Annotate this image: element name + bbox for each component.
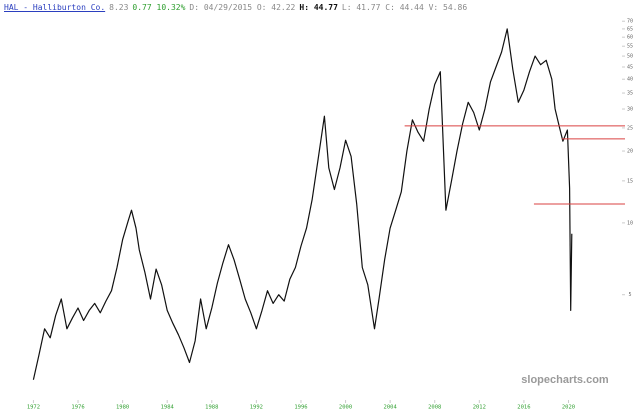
x-tick-label: 1976 bbox=[71, 405, 84, 411]
header: HAL - Halliburton Co. 8.23 0.77 10.32% D: 0… bbox=[4, 3, 471, 12]
y-tick-label: 35 bbox=[627, 91, 633, 97]
header-item[interactable]: HAL - Halliburton Co. bbox=[4, 3, 106, 12]
y-tick-label: 70 bbox=[627, 19, 633, 25]
y-tick-label: 25 bbox=[627, 125, 633, 131]
y-tick-label: 45 bbox=[627, 65, 633, 71]
x-tick-label: 2008 bbox=[428, 405, 441, 411]
x-tick-label: 2016 bbox=[517, 405, 530, 411]
x-tick-label: 1996 bbox=[294, 405, 307, 411]
header-item: L: 41.77 C: 44.44 V: 54.86 bbox=[341, 3, 468, 12]
x-tick-label: 1972 bbox=[27, 405, 40, 411]
header-item: D: 04/29/2015 O: 42.22 bbox=[189, 3, 296, 12]
y-tick-label: 20 bbox=[627, 149, 633, 155]
header-item: 8.23 bbox=[109, 3, 129, 12]
y-tick-label: 30 bbox=[627, 107, 633, 113]
y-tick-label: 40 bbox=[627, 77, 633, 83]
y-tick-label: 5 bbox=[628, 292, 631, 298]
y-tick-label: 65 bbox=[627, 26, 633, 32]
x-tick-label: 1988 bbox=[205, 405, 218, 411]
header-item: 0.77 10.32% bbox=[132, 3, 186, 12]
price-line bbox=[32, 28, 573, 380]
y-tick-label: 50 bbox=[627, 54, 633, 60]
y-tick-label: 10 bbox=[627, 220, 633, 226]
x-tick-label: 2020 bbox=[562, 405, 575, 411]
watermark: slopecharts.com bbox=[521, 374, 609, 386]
x-tick-label: 1984 bbox=[161, 405, 175, 411]
y-tick-label: 60 bbox=[627, 35, 633, 41]
y-tick-label: 15 bbox=[627, 178, 633, 184]
x-tick-label: 1992 bbox=[250, 405, 263, 411]
y-tick-label: 55 bbox=[627, 44, 633, 50]
x-tick-label: 2000 bbox=[339, 405, 352, 411]
x-tick-label: 1980 bbox=[116, 405, 129, 411]
x-tick-label: 2012 bbox=[473, 405, 486, 411]
header-item: H: 44.77 bbox=[299, 3, 338, 12]
x-tick-label: 2004 bbox=[384, 405, 398, 411]
